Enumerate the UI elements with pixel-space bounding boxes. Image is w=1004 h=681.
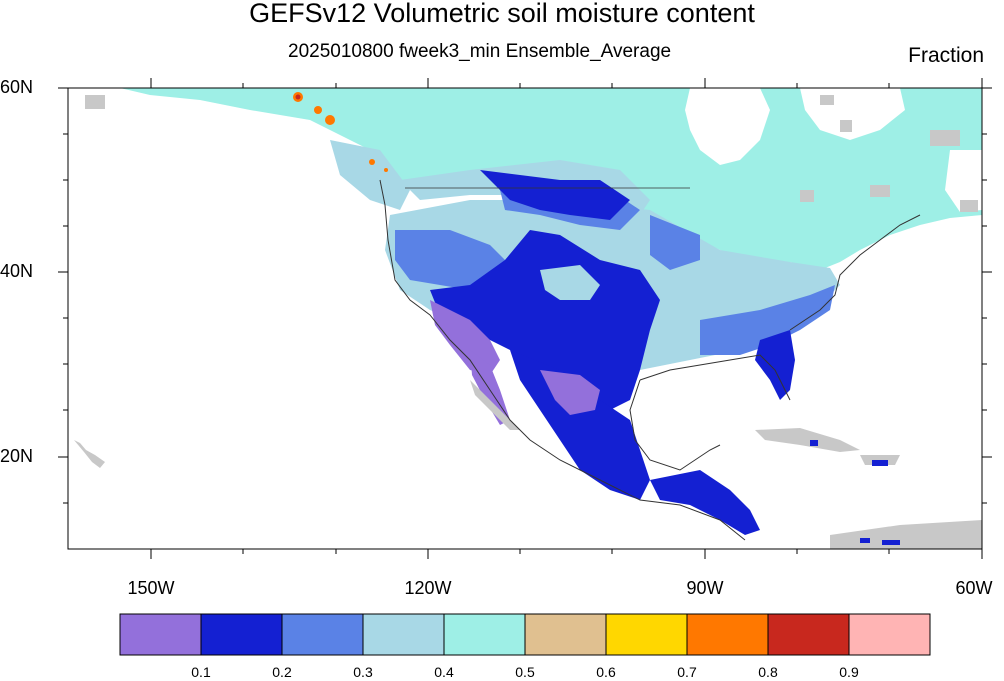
coastlines — [379, 179, 921, 541]
colorbar-label: 0.9 — [839, 664, 859, 680]
lon-ticks — [150, 78, 983, 559]
lon-label-60w: 60W — [955, 578, 993, 598]
wet-spot — [369, 159, 375, 165]
colorbar-swatch — [443, 613, 526, 656]
lon-label-90w: 90W — [686, 578, 724, 598]
colorbar-swatch — [362, 613, 445, 656]
colorbar-swatch — [524, 613, 607, 656]
region-cuba — [755, 428, 860, 452]
missing-patch — [960, 200, 978, 212]
wet-spot — [325, 115, 335, 125]
colorbar-label: 0.4 — [434, 664, 454, 680]
missing-patch — [820, 95, 834, 105]
missing-patch — [840, 120, 852, 132]
colorbar-label: 0.3 — [353, 664, 373, 680]
region-hawaii — [74, 440, 105, 468]
region-southeast-mid — [700, 285, 835, 355]
region-colorado-moderate — [540, 265, 600, 300]
lon-label-120w: 120W — [404, 578, 452, 598]
region-northplains-dry — [480, 170, 630, 220]
region-midwest-mid — [650, 215, 700, 270]
wet-spot — [384, 168, 388, 172]
map-subtitle: 2025010800 fweek3_min Ensemble_Average — [288, 41, 672, 62]
region-labrador-sea — [945, 150, 982, 212]
colorbar-swatch — [119, 613, 202, 656]
lon-label-150w: 150W — [127, 578, 175, 598]
region-florida-dry — [755, 330, 795, 400]
missing-patch — [85, 95, 105, 109]
region-sa-dry — [860, 538, 870, 543]
colorbar-swatch — [605, 613, 688, 656]
region-chihuahua-desert — [540, 370, 600, 415]
region-hispaniola-dry — [872, 460, 888, 466]
colorbar-label: 0.1 — [191, 664, 211, 680]
region-cuba-dry — [810, 440, 818, 446]
map-title: GEFSv12 Volumetric soil moisture content — [249, 0, 755, 28]
colorbar-label: 0.8 — [758, 664, 778, 680]
lat-label-40n: 40N — [0, 261, 34, 281]
colorbar-swatch — [767, 613, 850, 656]
wet-spot — [295, 94, 301, 100]
region-great-basin-dry — [430, 230, 660, 410]
colorbar-swatch — [848, 613, 931, 656]
lat-ticks — [58, 87, 992, 504]
missing-patch — [800, 190, 814, 202]
colorbar-swatch — [200, 613, 283, 656]
region-baja-missing — [470, 380, 520, 430]
lat-label-60n: 60N — [0, 77, 34, 97]
region-southwest-desert — [430, 300, 500, 375]
region-sonora-desert — [470, 350, 510, 425]
colorbar-swatch — [686, 613, 769, 656]
lat-label-20n: 20N — [0, 446, 34, 466]
region-mexico-dry — [510, 350, 650, 500]
region-west-mid — [395, 230, 510, 290]
colorbar-label: 0.7 — [677, 664, 697, 680]
colorbar-label: 0.5 — [515, 664, 535, 680]
units-label: Fraction — [908, 44, 984, 67]
colorbar — [119, 613, 931, 656]
colorbar-label: 0.6 — [596, 664, 616, 680]
region-sa-dry — [882, 540, 900, 545]
colorbar-label: 0.2 — [272, 664, 292, 680]
colorbar-swatch — [281, 613, 364, 656]
wet-spot — [314, 106, 322, 114]
missing-patch — [930, 130, 960, 146]
region-hudson-bay — [685, 88, 770, 165]
region-bc-moderate — [330, 140, 410, 210]
soil-moisture-field — [68, 88, 982, 549]
missing-patch — [870, 185, 890, 197]
region-centralamerica-dry — [650, 470, 760, 535]
